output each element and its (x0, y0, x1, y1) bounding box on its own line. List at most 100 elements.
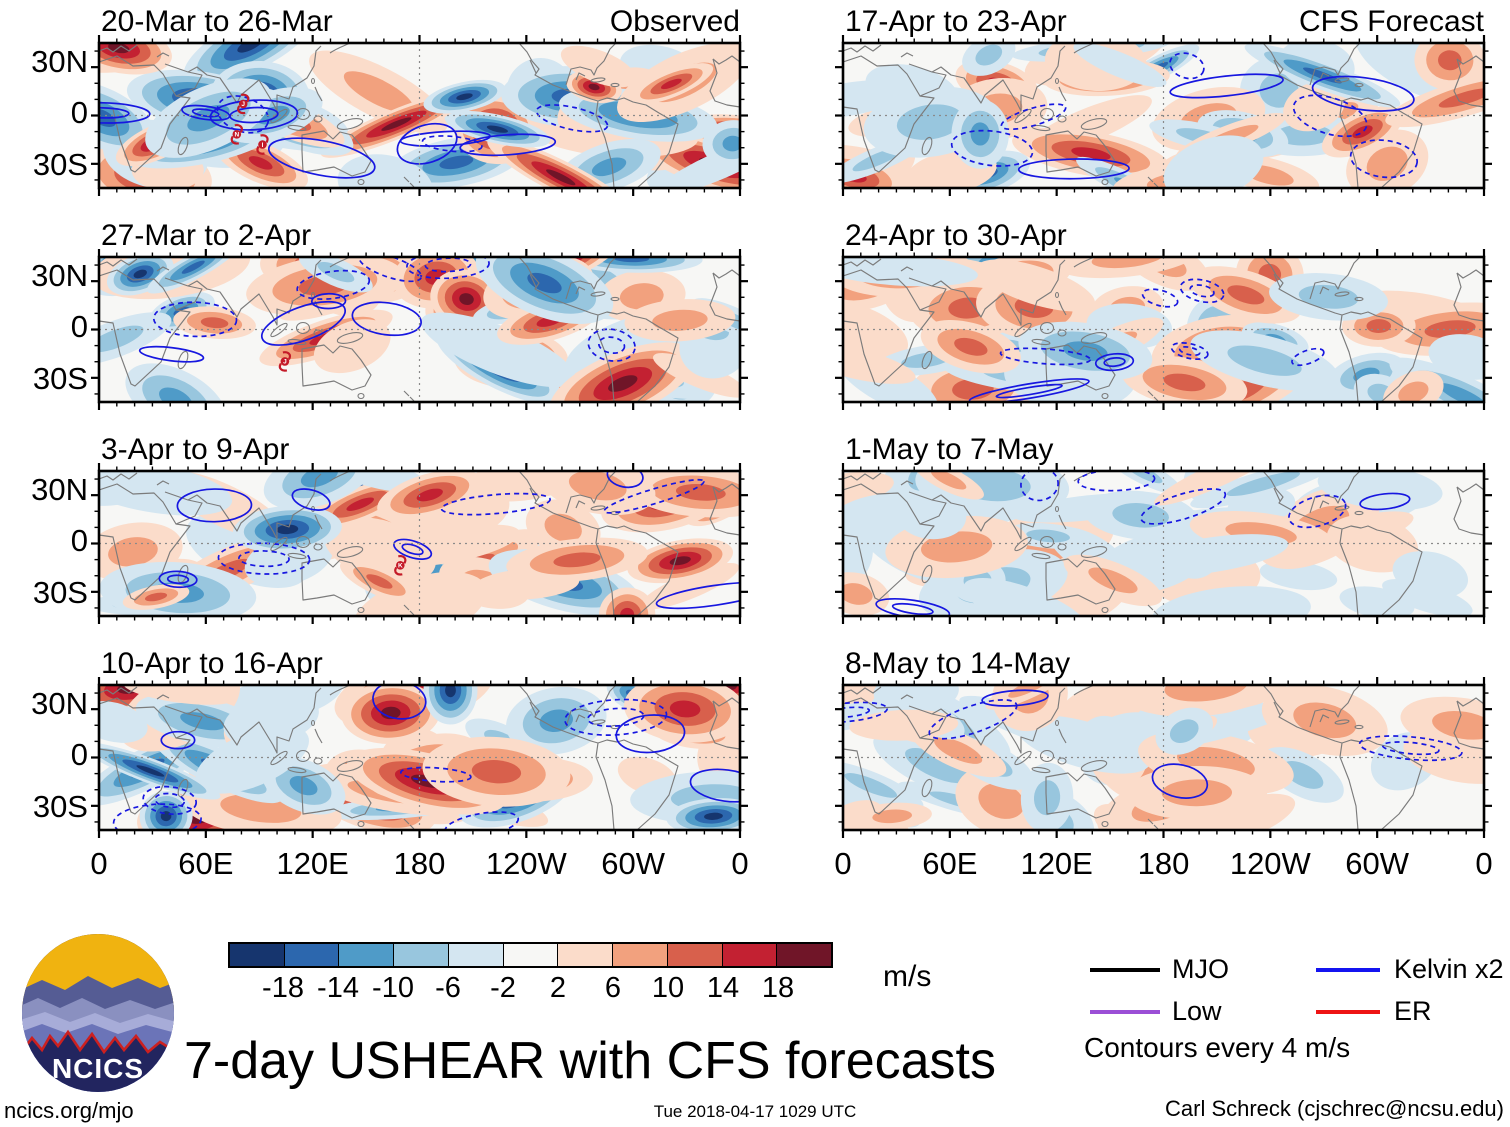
legend-note: Contours every 4 m/s (1084, 1032, 1351, 1063)
ncics-logo: NCICS (20, 932, 176, 1099)
y-tick-label-row3-30N: 30N (31, 685, 88, 721)
colorbar-tick--10: -10 (372, 972, 414, 1004)
map-panel-observed-0: J N I (90, 34, 749, 197)
y-tick-label-row0-30N: 30N (31, 43, 88, 79)
x-tick-label-observed-0: 0 (90, 846, 108, 881)
panel-title-forecast-0: 17-Apr to 23-Apr (845, 5, 1067, 38)
map-plot-observed-0: J N I (91, 35, 748, 196)
column-header-forecast: CFS Forecast (1298, 5, 1484, 38)
x-tick-label-observed-6: 0 (731, 846, 749, 881)
y-tick-label-row2-30S: 30S (32, 574, 88, 610)
map-plot-observed-2: K (91, 463, 748, 624)
svg-text:J: J (241, 101, 245, 108)
map-plot-observed-1: J (91, 249, 748, 410)
map-panel-forecast-1 (834, 248, 1493, 411)
panel-title-observed-3: 10-Apr to 16-Apr (101, 647, 323, 680)
colorbar-segment-0 (230, 944, 284, 966)
map-panel-observed-2: K (90, 462, 749, 625)
map-panel-observed-3 (90, 676, 749, 839)
panel-title-observed-0: 20-Mar to 26-Mar (101, 5, 333, 38)
x-tick-label-forecast-3: 180 (1137, 846, 1190, 881)
legend-line-er (1316, 1010, 1380, 1014)
tropical-cyclone-symbol-K: K (394, 555, 407, 576)
x-tick-label-observed-3: 180 (393, 846, 446, 881)
x-tick-label-forecast-5: 60W (1345, 846, 1410, 881)
map-plot-forecast-3 (835, 677, 1492, 838)
svg-text:J: J (283, 359, 287, 366)
y-tick-label-row0-0: 0 (70, 94, 88, 130)
colorbar-tick--2: -2 (490, 972, 516, 1004)
y-tick-label-row1-30S: 30S (32, 360, 88, 396)
legend-label-kelvin-x2: Kelvin x2 (1394, 954, 1504, 984)
x-tick-label-forecast-0: 0 (834, 846, 852, 881)
map-panel-forecast-0 (834, 34, 1493, 197)
x-tick-label-forecast-6: 0 (1475, 846, 1493, 881)
colorbar-tick-14: 14 (706, 972, 740, 1004)
colorbar-units: m/s (883, 960, 932, 993)
panel-title-forecast-1: 24-Apr to 30-Apr (845, 219, 1067, 252)
map-panel-observed-1: J (90, 248, 749, 411)
main-title: 7-day USHEAR with CFS forecasts (183, 1032, 997, 1090)
y-tick-label-row2-0: 0 (70, 522, 88, 558)
panel-title-observed-2: 3-Apr to 9-Apr (101, 433, 290, 466)
x-tick-label-forecast-4: 120W (1229, 846, 1311, 881)
colorbar-segment-1 (283, 944, 339, 966)
footer-timestamp: Tue 2018-04-17 1029 UTC (653, 1102, 857, 1121)
x-tick-label-observed-2: 120E (276, 846, 349, 881)
x-tick-label-observed-4: 120W (485, 846, 567, 881)
ncics-logo-text: NCICS (52, 1053, 144, 1084)
x-tick-label-observed-1: 60E (178, 846, 234, 881)
legend-label-low: Low (1172, 996, 1222, 1026)
tropical-cyclone-symbol-N: N (230, 124, 243, 145)
colorbar-tick--6: -6 (435, 972, 461, 1004)
tropical-cyclone-symbol-J: J (237, 93, 250, 115)
column-header-observed: Observed (609, 5, 740, 38)
y-tick-label-row3-0: 0 (70, 736, 88, 772)
tropical-cyclone-symbol-I: I (256, 134, 269, 155)
colorbar-segment-8 (666, 944, 722, 966)
footer-site-url: ncics.org/mjo (4, 1098, 134, 1123)
map-plot-forecast-0 (835, 35, 1492, 196)
y-tick-label-row1-0: 0 (70, 308, 88, 344)
tropical-cyclone-symbol-J: J (278, 351, 292, 372)
panel-title-forecast-3: 8-May to 14-May (845, 647, 1071, 680)
map-panel-forecast-2 (834, 462, 1493, 625)
colorbar (228, 942, 833, 968)
footer-author-contact: Carl Schreck (cjschrec@ncsu.edu) (1165, 1096, 1504, 1121)
legend-line-kelvin-x2 (1316, 968, 1380, 972)
colorbar-segment-2 (338, 944, 394, 966)
svg-text:N: N (234, 132, 239, 139)
map-plot-forecast-2 (835, 463, 1492, 624)
colorbar-tick--18: -18 (262, 972, 304, 1004)
colorbar-tick-18: 18 (761, 972, 795, 1004)
colorbar-tick--14: -14 (317, 972, 359, 1004)
legend-line-mjo (1090, 968, 1160, 972)
colorbar-segment-4 (447, 944, 503, 966)
x-tick-label-forecast-1: 60E (922, 846, 978, 881)
colorbar-segment-6 (557, 944, 613, 966)
colorbar-segment-10 (776, 944, 832, 966)
y-tick-label-row0-30S: 30S (32, 146, 88, 182)
ncics-logo-image: NCICS (22, 934, 174, 1092)
colorbar-segment-3 (393, 944, 448, 966)
legend-label-er: ER (1394, 996, 1432, 1026)
legend-line-low (1090, 1010, 1160, 1014)
y-tick-label-row3-30S: 30S (32, 788, 88, 824)
panel-title-forecast-2: 1-May to 7-May (845, 433, 1054, 466)
colorbar-segment-9 (721, 944, 777, 966)
map-plot-forecast-1 (835, 249, 1492, 410)
x-tick-label-forecast-2: 120E (1020, 846, 1093, 881)
svg-text:I: I (262, 142, 264, 149)
colorbar-segment-7 (612, 944, 667, 966)
y-tick-label-row2-30N: 30N (31, 471, 88, 507)
colorbar-segment-5 (502, 944, 558, 966)
colorbar-tick-2: 2 (549, 972, 567, 1004)
map-plot-observed-3 (91, 677, 748, 838)
x-tick-label-observed-5: 60W (601, 846, 666, 881)
svg-text:K: K (398, 563, 403, 570)
legend-label-mjo: MJO (1172, 954, 1229, 984)
map-panel-forecast-3 (834, 676, 1493, 839)
panel-title-observed-1: 27-Mar to 2-Apr (101, 219, 312, 252)
colorbar-tick-10: 10 (651, 972, 685, 1004)
